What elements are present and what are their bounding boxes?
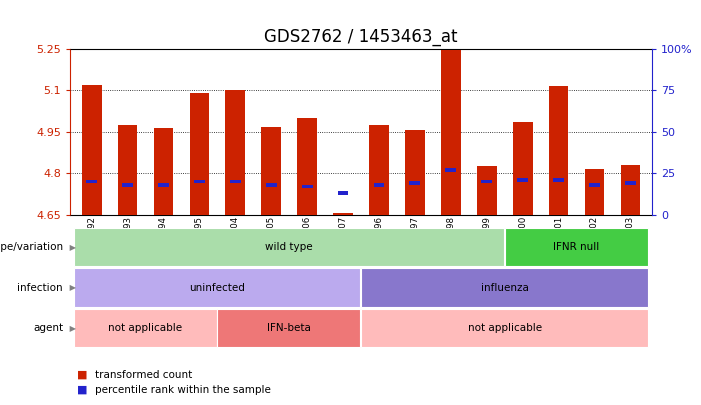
Text: not applicable: not applicable xyxy=(109,323,182,333)
Text: genotype/variation: genotype/variation xyxy=(0,242,63,252)
Bar xyxy=(369,125,389,215)
Bar xyxy=(230,179,240,183)
Bar xyxy=(625,181,636,185)
Text: IFNR null: IFNR null xyxy=(553,242,599,252)
Bar xyxy=(122,183,133,187)
Text: IFN-beta: IFN-beta xyxy=(267,323,311,333)
Bar xyxy=(261,127,281,215)
Text: agent: agent xyxy=(33,323,63,333)
Bar xyxy=(374,183,384,187)
Bar xyxy=(118,125,137,215)
Text: uninfected: uninfected xyxy=(189,283,245,292)
Text: ▶: ▶ xyxy=(67,324,76,333)
Bar xyxy=(585,169,604,215)
Text: ■: ■ xyxy=(77,370,88,379)
Title: GDS2762 / 1453463_at: GDS2762 / 1453463_at xyxy=(264,28,458,46)
Bar xyxy=(512,122,533,215)
Bar xyxy=(405,130,425,215)
Bar xyxy=(297,118,317,215)
Bar xyxy=(517,178,528,181)
Text: ▶: ▶ xyxy=(67,283,76,292)
Text: percentile rank within the sample: percentile rank within the sample xyxy=(95,385,271,394)
Text: infection: infection xyxy=(18,283,63,292)
Bar xyxy=(445,168,456,172)
Bar xyxy=(333,213,353,215)
Bar xyxy=(589,183,600,187)
Bar xyxy=(158,183,169,187)
Bar xyxy=(482,179,492,183)
Text: ▶: ▶ xyxy=(67,243,76,252)
Bar xyxy=(338,191,348,195)
Bar xyxy=(82,85,102,215)
Text: ■: ■ xyxy=(77,385,88,394)
Bar xyxy=(266,183,277,187)
Bar xyxy=(154,128,173,215)
Bar xyxy=(194,179,205,183)
Bar xyxy=(409,181,421,185)
Bar xyxy=(620,165,640,215)
Bar xyxy=(553,178,564,181)
Bar xyxy=(301,185,313,188)
Bar xyxy=(226,90,245,215)
Text: influenza: influenza xyxy=(481,283,529,292)
Bar xyxy=(441,50,461,215)
Bar xyxy=(86,179,97,183)
Text: not applicable: not applicable xyxy=(468,323,542,333)
Text: transformed count: transformed count xyxy=(95,370,192,379)
Bar xyxy=(189,94,210,215)
Bar xyxy=(549,86,569,215)
Bar xyxy=(477,166,496,215)
Text: wild type: wild type xyxy=(266,242,313,252)
